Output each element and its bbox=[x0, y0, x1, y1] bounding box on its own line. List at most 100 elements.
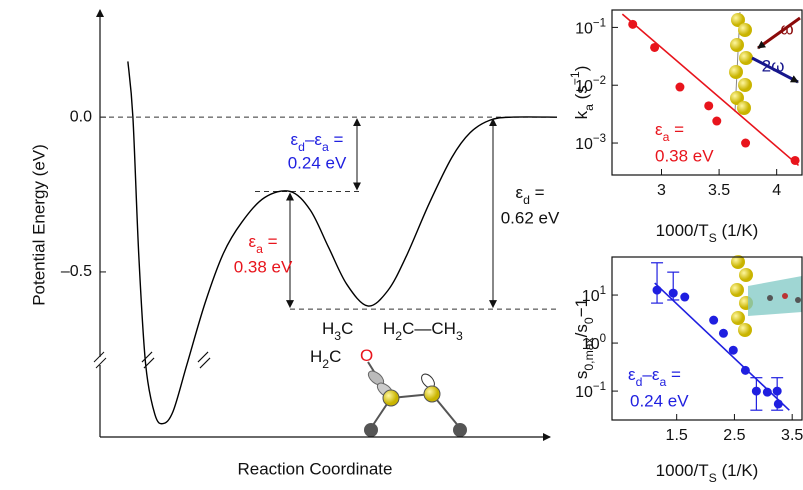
x-axis-label: Reaction Coordinate bbox=[238, 459, 393, 478]
curve-break bbox=[197, 351, 209, 363]
text-part: 1000/T bbox=[656, 221, 709, 240]
annotation-label: εd–εa = bbox=[628, 365, 681, 389]
text-part: ε bbox=[291, 130, 299, 149]
x-axis-label: 1000/TS (1/K) bbox=[656, 221, 759, 245]
text-part: C bbox=[329, 347, 341, 366]
text-part: = bbox=[530, 183, 545, 202]
data-point bbox=[704, 101, 714, 111]
annotation-label: εa = bbox=[248, 232, 277, 256]
data-point bbox=[668, 288, 678, 298]
x-tick-label: 3.5 bbox=[708, 182, 730, 199]
text-part: 10 bbox=[575, 384, 593, 401]
y-axis-label: Potential Energy (eV) bbox=[29, 144, 48, 306]
inset-top bbox=[729, 11, 801, 115]
y-tick-label: 100 bbox=[582, 333, 606, 353]
text-part: ) bbox=[572, 66, 591, 72]
data-point bbox=[712, 116, 722, 126]
energy-curve bbox=[127, 61, 558, 425]
plot-area bbox=[621, 13, 800, 167]
text-part: 0 bbox=[600, 333, 606, 345]
annotation-value: 0.24 eV bbox=[288, 153, 347, 172]
plot-frame bbox=[611, 9, 803, 176]
plot-area bbox=[651, 262, 790, 411]
y-tick-label: –0.5 bbox=[61, 263, 92, 280]
text-part: = bbox=[666, 365, 681, 384]
data-point bbox=[728, 345, 738, 355]
text-part: 10 bbox=[575, 21, 593, 38]
y-tick-label: 10−3 bbox=[575, 133, 606, 153]
text-part: −1 bbox=[593, 381, 606, 393]
plot-frame bbox=[611, 256, 803, 421]
text-part: a bbox=[322, 140, 329, 154]
axis-break bbox=[95, 357, 105, 365]
text-part: −1 bbox=[568, 71, 582, 85]
text-part: C bbox=[341, 319, 353, 338]
inset-label: ω bbox=[780, 19, 793, 38]
annotation-value: 0.62 eV bbox=[501, 208, 560, 227]
text-part: 0 bbox=[582, 317, 596, 324]
annotation-value: 0.38 eV bbox=[655, 146, 714, 165]
data-point bbox=[675, 82, 685, 92]
y-tick-label: 10−1 bbox=[575, 17, 606, 37]
y-tick-label: 101 bbox=[582, 285, 606, 305]
annotation-value: 0.38 eV bbox=[234, 257, 293, 276]
text-part: –ε bbox=[305, 130, 322, 149]
y-axis-label: ka (s−1) bbox=[568, 66, 596, 120]
data-point bbox=[740, 365, 750, 375]
text-part: H bbox=[383, 319, 395, 338]
data-point bbox=[650, 42, 660, 52]
text-part: = bbox=[263, 232, 278, 251]
x-tick-label: 3 bbox=[657, 182, 666, 199]
data-point bbox=[680, 292, 690, 302]
data-point bbox=[790, 155, 800, 165]
text-part: a bbox=[582, 104, 596, 111]
text-part: O bbox=[360, 346, 373, 365]
data-point bbox=[751, 386, 761, 396]
curve-break bbox=[199, 357, 211, 369]
text-part: ε bbox=[515, 183, 523, 202]
data-point bbox=[652, 285, 662, 295]
text-part: 1000/T bbox=[656, 461, 709, 480]
y-tick-label: 10−1 bbox=[575, 381, 606, 401]
annotation-label: εd–εa = bbox=[291, 130, 344, 154]
inset-bottom bbox=[730, 255, 802, 337]
annotation-value: 0.24 eV bbox=[630, 391, 689, 410]
axis-break bbox=[93, 351, 105, 363]
text-part: = bbox=[329, 130, 344, 149]
text-part: ε bbox=[248, 232, 256, 251]
text-part: 1 bbox=[600, 285, 606, 297]
data-point bbox=[741, 138, 751, 148]
curve-break bbox=[141, 351, 153, 363]
x-tick-label: 3.5 bbox=[781, 427, 803, 444]
text-part: S bbox=[709, 231, 717, 245]
curve-break bbox=[143, 357, 155, 369]
text-part: ε bbox=[628, 365, 636, 384]
fit-line bbox=[621, 13, 800, 167]
data-point bbox=[718, 328, 728, 338]
text-part: d bbox=[298, 140, 305, 154]
error-bar bbox=[651, 262, 664, 304]
text-part: k bbox=[572, 110, 591, 119]
text-part: 0,max bbox=[582, 337, 596, 370]
text-part: (1/K) bbox=[717, 221, 759, 240]
text-part: = bbox=[669, 120, 684, 139]
text-part: 10 bbox=[582, 288, 600, 305]
text-part: −2 bbox=[593, 75, 606, 87]
text-part: d bbox=[523, 193, 530, 207]
y-tick-label: 10−2 bbox=[575, 75, 606, 95]
y-tick-label: 0.0 bbox=[70, 108, 92, 125]
data-point bbox=[772, 386, 782, 396]
text-part: 3 bbox=[334, 329, 341, 343]
text-part: S bbox=[709, 471, 717, 485]
text-part: 10 bbox=[575, 78, 593, 95]
text-part: 3 bbox=[456, 329, 463, 343]
text-part: 2 bbox=[395, 329, 402, 343]
axis-break bbox=[95, 357, 107, 369]
text-part: (s bbox=[572, 85, 591, 104]
axis-break bbox=[143, 357, 153, 365]
text-part: 2 bbox=[322, 357, 329, 371]
x-axis-label: 1000/TS (1/K) bbox=[656, 461, 759, 485]
text-part: ε bbox=[655, 120, 663, 139]
data-point bbox=[628, 19, 638, 29]
